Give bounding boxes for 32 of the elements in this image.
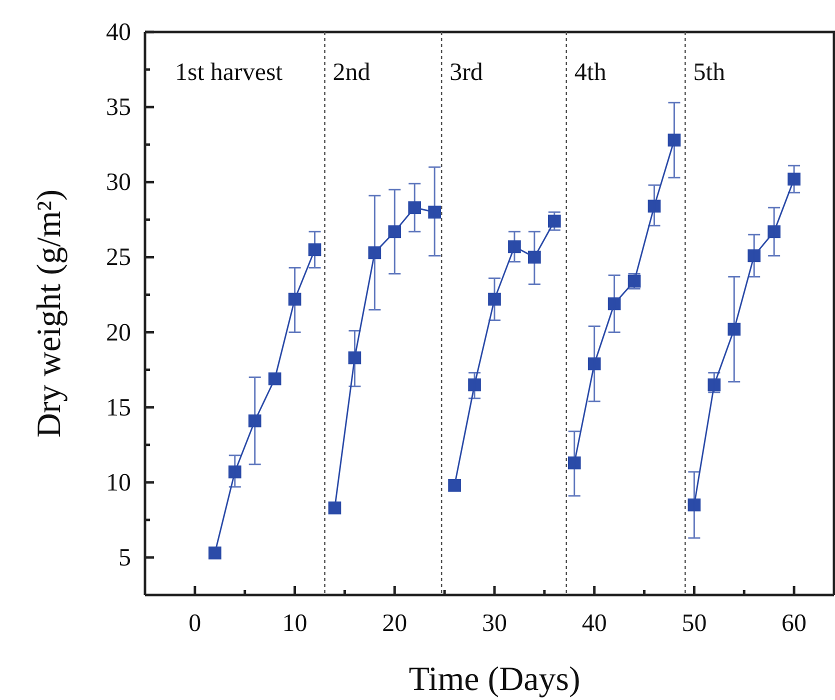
annotation: 2nd — [332, 59, 371, 86]
annotation: 5th — [693, 59, 726, 86]
y-tick-label: 25 — [106, 244, 131, 272]
point — [248, 414, 262, 428]
y-tick-label: 15 — [106, 394, 131, 422]
y-tick-label: 20 — [106, 319, 131, 346]
annotation: 3rd — [450, 59, 484, 86]
y-tick-label: 30 — [106, 169, 131, 196]
x-tick-label: 20 — [382, 610, 408, 637]
point — [228, 465, 242, 478]
x-tick-label: 10 — [282, 610, 308, 637]
point — [568, 456, 581, 470]
point — [408, 201, 422, 214]
point — [788, 172, 800, 186]
x-tick-label: 60 — [782, 610, 807, 637]
x-tick-label: 40 — [582, 610, 607, 637]
x-tick-label: 50 — [682, 610, 707, 637]
point — [268, 372, 282, 386]
point — [208, 546, 222, 560]
y-tick-label: 5 — [118, 544, 131, 572]
y-tick-label: 40 — [106, 19, 131, 46]
annotation: 1st harvest — [175, 59, 283, 86]
x-axis-title: Time (Days) — [408, 661, 580, 698]
x-tick-label: 30 — [482, 610, 507, 637]
y-tick-label: 10 — [106, 469, 131, 496]
annotation: 4th — [574, 59, 607, 86]
y-tick-label: 35 — [106, 94, 131, 122]
point — [448, 478, 461, 492]
y-axis-title: Dry weight (g/m²) — [31, 189, 68, 438]
point — [428, 206, 441, 219]
x-tick-label: 0 — [188, 610, 202, 637]
point — [328, 502, 342, 514]
